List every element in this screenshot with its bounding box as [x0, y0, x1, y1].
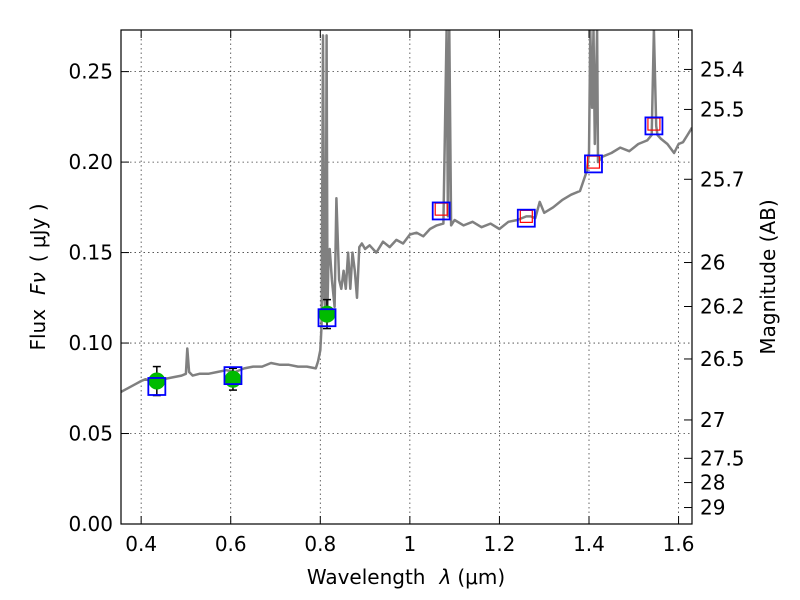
model-band-marker — [516, 208, 536, 228]
x-tick-label: 1.2 — [484, 532, 516, 556]
right-tick-label: 28 — [700, 471, 725, 495]
right-tick-label: 25.4 — [700, 57, 745, 81]
x-tick-label: 1 — [403, 532, 416, 556]
x-tick-label: 0.4 — [125, 532, 157, 556]
axis-ticks: 0.4 0.6 0.8 1 1.2 1.4 1.6 0.00 0.05 0.10 0.15 0.20 0… — [68, 30, 745, 556]
right-tick-label: 29 — [700, 496, 725, 520]
plot-frame — [120, 29, 693, 525]
marker-layer — [147, 116, 664, 397]
x-axis-label: Wavelength λ (μm) — [307, 565, 505, 589]
x-tick-label: 0.8 — [304, 532, 336, 556]
model-band-marker — [431, 201, 451, 221]
y-axis-label: FluxFν( μJy ) — [26, 203, 50, 350]
y-tick-label: 0.20 — [68, 150, 113, 174]
y-tick-label: 0.25 — [68, 60, 113, 84]
photometry-point — [148, 372, 166, 390]
right-tick-label: 25.5 — [700, 97, 745, 121]
y-tick-label: 0.15 — [68, 241, 113, 265]
x-tick-label: 1.6 — [663, 532, 695, 556]
right-tick-label: 27.5 — [700, 446, 745, 470]
x-tick-label: 1.4 — [573, 532, 605, 556]
y-tick-label: 0.10 — [68, 331, 113, 355]
right-tick-label: 25.7 — [700, 167, 745, 191]
model-band-marker — [147, 377, 167, 396]
x-tick-label: 0.6 — [215, 532, 247, 556]
y-tick-label: 0.00 — [68, 512, 113, 536]
model-band-marker — [584, 154, 603, 174]
model-spectrum-layer — [121, 30, 692, 394]
model-spectrum-line — [121, 30, 692, 394]
model-band-marker — [317, 308, 337, 328]
right-tick-label: 26 — [700, 251, 725, 275]
model-band-marker — [223, 366, 243, 386]
model-band-marker — [644, 116, 664, 136]
y-tick-label: 0.05 — [68, 422, 113, 446]
right-axis-label: Magnitude (AB) — [756, 199, 780, 354]
right-tick-label: 26.5 — [700, 347, 745, 371]
right-tick-label: 27 — [700, 408, 725, 432]
right-tick-label: 26.2 — [700, 294, 745, 318]
